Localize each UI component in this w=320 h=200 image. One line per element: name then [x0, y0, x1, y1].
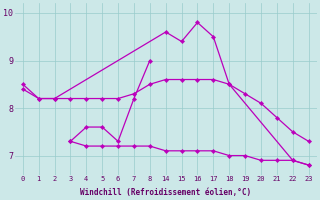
X-axis label: Windchill (Refroidissement éolien,°C): Windchill (Refroidissement éolien,°C) [80, 188, 251, 197]
